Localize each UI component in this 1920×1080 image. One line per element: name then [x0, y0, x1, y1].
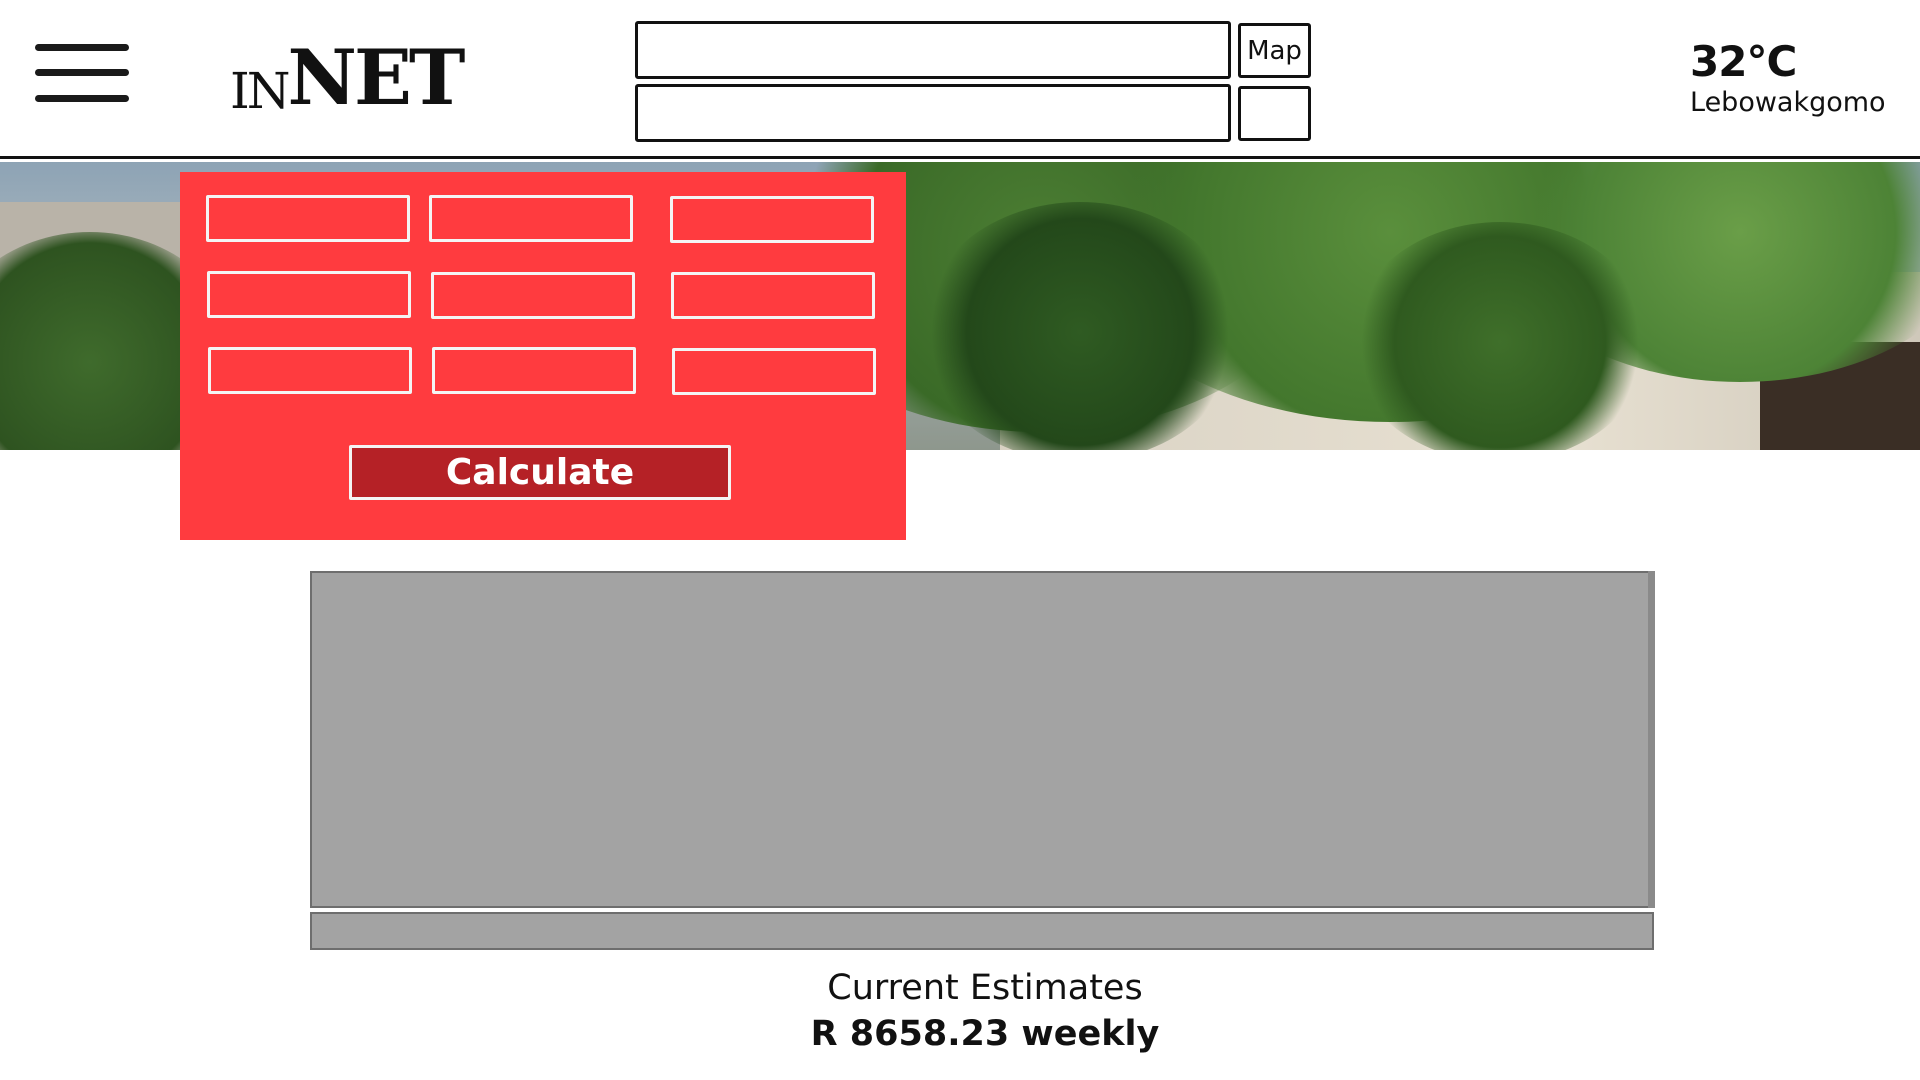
map-button[interactable]: Map	[1238, 23, 1311, 78]
logo-prefix: IN	[230, 62, 290, 120]
calc-field-r1-c2[interactable]	[429, 195, 633, 242]
estimates-value: R 8658.23 weekly	[810, 1014, 1160, 1054]
calc-field-r1-c3[interactable]	[670, 196, 874, 243]
innet-logo[interactable]: INNET	[230, 40, 465, 117]
calc-field-r3-c2[interactable]	[432, 347, 636, 394]
weather-widget: 32°C Lebowakgomo	[1690, 38, 1910, 120]
weather-city: Lebowakgomo	[1690, 87, 1886, 118]
calc-field-r1-c1[interactable]	[206, 195, 410, 242]
calc-field-r3-c1[interactable]	[208, 347, 412, 394]
estimates-label: Current Estimates	[827, 968, 1143, 1008]
calc-field-r2-c3[interactable]	[671, 272, 875, 319]
foliage-patch	[1350, 222, 1650, 450]
content-bottom-bar	[310, 912, 1654, 950]
hamburger-line-bottom	[35, 95, 129, 102]
logo-main: NET	[287, 33, 466, 122]
foliage-patch	[920, 202, 1240, 450]
hamburger-menu-icon[interactable]	[35, 44, 129, 102]
secondary-button[interactable]	[1238, 86, 1311, 141]
calc-field-r2-c2[interactable]	[431, 272, 635, 319]
banner-tree-image	[0, 162, 1920, 450]
hamburger-line-top	[35, 44, 129, 51]
content-panel-scroll-edge	[1648, 571, 1655, 908]
content-panel	[310, 571, 1654, 908]
weather-temperature: 32°C	[1690, 37, 1797, 86]
location-input-2[interactable]	[635, 84, 1231, 142]
calculate-button[interactable]: Calculate	[349, 445, 731, 500]
calc-field-r3-c3[interactable]	[672, 348, 876, 395]
top-header: INNET Map 32°C Lebowakgomo	[0, 0, 1920, 159]
calculator-panel: Calculate	[180, 172, 906, 540]
hamburger-line-middle	[35, 69, 129, 76]
location-input-1[interactable]	[635, 21, 1231, 79]
calc-field-r2-c1[interactable]	[207, 271, 411, 318]
estimates-section: Current Estimates R 8658.23 weekly	[680, 965, 1290, 1057]
